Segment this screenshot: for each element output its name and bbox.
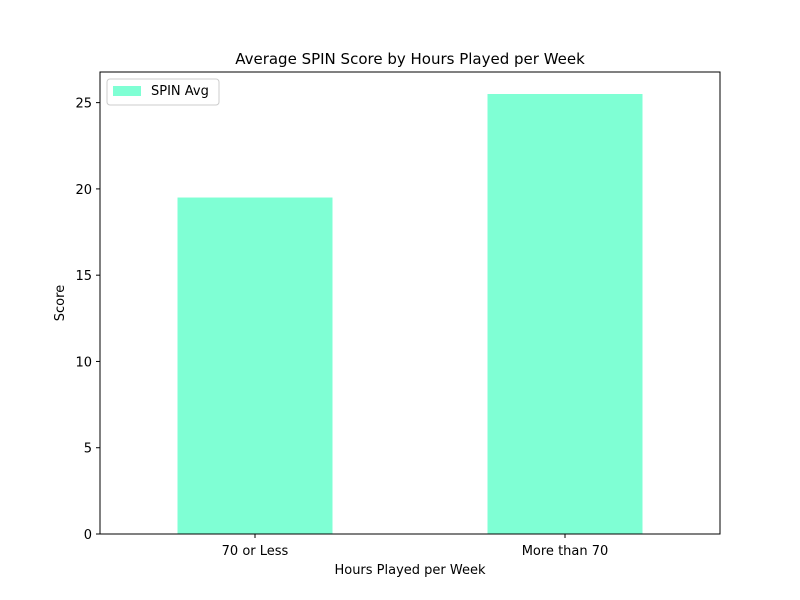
x-axis-label: Hours Played per Week bbox=[334, 563, 486, 578]
bar bbox=[487, 94, 643, 534]
y-axis-ticks: 0 5 10 15 20 25 bbox=[75, 97, 100, 543]
legend: SPIN Avg bbox=[106, 78, 220, 106]
x-tick-label: 70 or Less bbox=[222, 544, 289, 559]
bars bbox=[177, 94, 643, 534]
plot-frame bbox=[99, 71, 721, 535]
y-tick-label: 25 bbox=[75, 97, 92, 112]
y-tick-label: 0 bbox=[84, 528, 92, 543]
legend-swatch bbox=[113, 86, 141, 96]
y-axis-label: Score bbox=[53, 285, 68, 321]
x-tick-label: More than 70 bbox=[522, 544, 609, 559]
y-tick-label: 10 bbox=[75, 355, 92, 370]
legend-frame bbox=[106, 78, 220, 106]
chart-title: Average SPIN Score by Hours Played per W… bbox=[235, 50, 585, 68]
legend-label: SPIN Avg bbox=[151, 84, 209, 99]
x-axis-ticks: 70 or Less More than 70 bbox=[222, 534, 609, 559]
y-tick-label: 15 bbox=[75, 269, 92, 284]
y-tick-label: 5 bbox=[84, 442, 92, 457]
y-tick-label: 20 bbox=[75, 183, 92, 198]
bar bbox=[177, 197, 333, 534]
